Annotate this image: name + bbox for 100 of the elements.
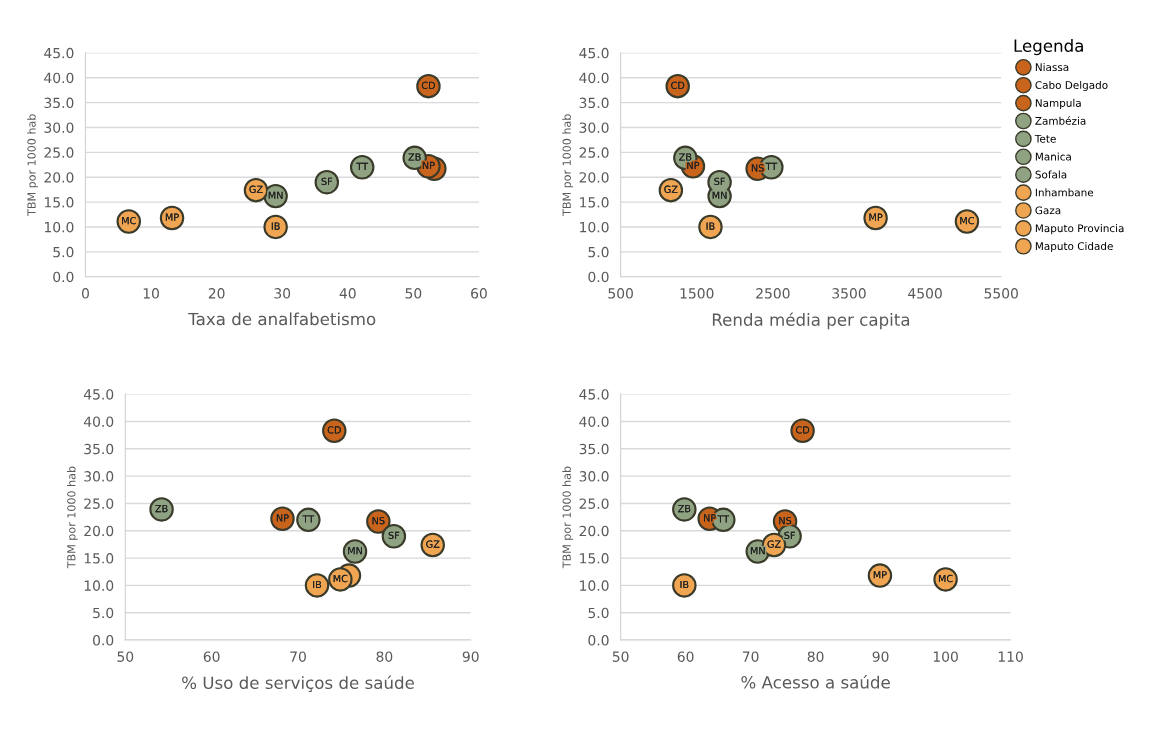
- x-tick-label: 110: [998, 651, 1023, 662]
- data-label: GZ: [767, 540, 781, 548]
- y-tick-label: 35.0: [84, 443, 114, 455]
- data-label: MP: [869, 213, 883, 221]
- y-tick-label: 30.0: [579, 122, 609, 133]
- x-axis-title: % Uso de serviços de saúde: [182, 675, 414, 692]
- x-tick-label: 50: [117, 651, 134, 662]
- data-label: MC: [960, 216, 975, 225]
- y-tick-label: 0.0: [588, 635, 609, 646]
- legend-label: Zambézia: [1035, 116, 1086, 125]
- y-tick-label: 20.0: [84, 525, 114, 537]
- y-tick-label: 0.0: [588, 271, 609, 283]
- x-tick-label: 0: [81, 288, 89, 299]
- y-tick-label: 40.0: [44, 72, 74, 84]
- y-tick-label: 25.0: [579, 498, 609, 509]
- x-tick-label: 50: [612, 651, 629, 662]
- y-tick-label: 10.0: [580, 221, 609, 233]
- y-tick-label: 30.0: [44, 122, 74, 133]
- data-label: ZB: [155, 505, 168, 513]
- x-tick-label: 80: [807, 651, 824, 662]
- data-label: NP: [422, 161, 435, 169]
- data-label: NS: [372, 516, 385, 525]
- data-label: TT: [765, 162, 778, 170]
- legend-label: Inhambane: [1035, 188, 1094, 197]
- legend-title: Legenda: [1014, 39, 1083, 56]
- y-tick-label: 5.0: [588, 246, 609, 258]
- data-label: MC: [333, 574, 348, 583]
- y-tick-label: 35.0: [579, 443, 609, 455]
- data-label: GZ: [426, 540, 440, 548]
- x-axis-title: Taxa de analfabetismo: [188, 312, 376, 326]
- y-tick-label: 45.0: [579, 389, 609, 400]
- data-label: MP: [165, 213, 179, 221]
- x-tick-label: 50: [405, 288, 422, 299]
- y-tick-label: 10.0: [44, 221, 74, 233]
- x-tick-label: 60: [677, 651, 694, 662]
- y-tick-label: 20.0: [579, 525, 609, 537]
- y-axis-title: TBM por 1000 hab: [27, 114, 38, 216]
- legend-label: Tete: [1034, 134, 1056, 143]
- y-tick-label: 45.0: [579, 47, 609, 59]
- data-label: NP: [276, 514, 289, 522]
- x-tick-label: 10: [143, 288, 159, 299]
- data-label: NP: [687, 161, 700, 169]
- data-label: CD: [796, 426, 810, 434]
- data-label: IB: [271, 222, 280, 230]
- y-tick-label: 0.0: [93, 635, 114, 646]
- data-label: MP: [873, 571, 887, 579]
- y-tick-label: 25.0: [84, 498, 114, 509]
- legend-label: Gaza: [1035, 206, 1061, 215]
- x-axis-title: % Acesso a saúde: [741, 675, 890, 689]
- data-label: GZ: [249, 185, 263, 193]
- data-label: MN: [348, 547, 362, 555]
- data-label: GZ: [664, 185, 678, 193]
- x-tick-label: 20: [208, 288, 225, 299]
- data-label: ZB: [678, 505, 691, 513]
- x-axis-title: Renda média per capita: [712, 312, 910, 330]
- x-tick-label: 60: [471, 288, 487, 299]
- y-axis-title: TBM por 1000 hab: [66, 466, 78, 569]
- x-tick-label: 1500: [680, 288, 714, 299]
- y-tick-label: 25.0: [44, 147, 74, 158]
- data-label: SF: [714, 177, 725, 186]
- y-tick-label: 30.0: [579, 471, 609, 482]
- data-label: SF: [321, 177, 333, 186]
- data-label: NS: [779, 516, 792, 525]
- y-tick-label: 10.0: [580, 580, 609, 591]
- y-tick-label: 15.0: [44, 197, 74, 208]
- data-label: ZB: [408, 153, 421, 161]
- data-label: TT: [717, 515, 730, 523]
- x-tick-label: 90: [462, 651, 479, 662]
- y-tick-label: 15.0: [84, 553, 114, 564]
- data-label: IB: [313, 581, 322, 589]
- data-label: ZB: [679, 153, 692, 161]
- x-tick-label: 2500: [756, 288, 790, 299]
- x-tick-label: 30: [274, 288, 291, 299]
- y-tick-label: 35.0: [579, 97, 609, 109]
- data-label: CD: [671, 81, 685, 89]
- x-tick-label: 80: [376, 651, 393, 662]
- legend-label: Manica: [1035, 152, 1071, 161]
- x-tick-label: 70: [290, 651, 306, 662]
- legend-label: Nampula: [1035, 98, 1081, 109]
- data-label: MC: [938, 574, 953, 583]
- y-tick-label: 40.0: [83, 416, 114, 427]
- y-tick-label: 40.0: [579, 72, 609, 84]
- data-label: SF: [784, 531, 795, 540]
- data-label: MN: [268, 191, 283, 199]
- x-tick-label: 40: [339, 288, 356, 299]
- x-tick-label: 70: [742, 651, 759, 662]
- data-label: CD: [327, 426, 341, 434]
- y-tick-label: 5.0: [93, 607, 114, 619]
- y-tick-label: 45.0: [83, 389, 114, 400]
- x-tick-label: 100: [933, 651, 958, 662]
- x-tick-label: 90: [872, 651, 889, 662]
- y-tick-label: 5.0: [53, 246, 74, 258]
- y-tick-label: 0.0: [53, 271, 74, 283]
- y-tick-label: 15.0: [580, 553, 609, 564]
- y-tick-label: 20.0: [579, 172, 609, 183]
- data-label: MN: [712, 191, 727, 199]
- y-axis-title: TBM por 1000 hab: [562, 466, 574, 569]
- legend-label: Maputo Cidade: [1035, 241, 1113, 253]
- x-tick-label: 3500: [832, 288, 866, 299]
- x-tick-label: 500: [608, 288, 633, 299]
